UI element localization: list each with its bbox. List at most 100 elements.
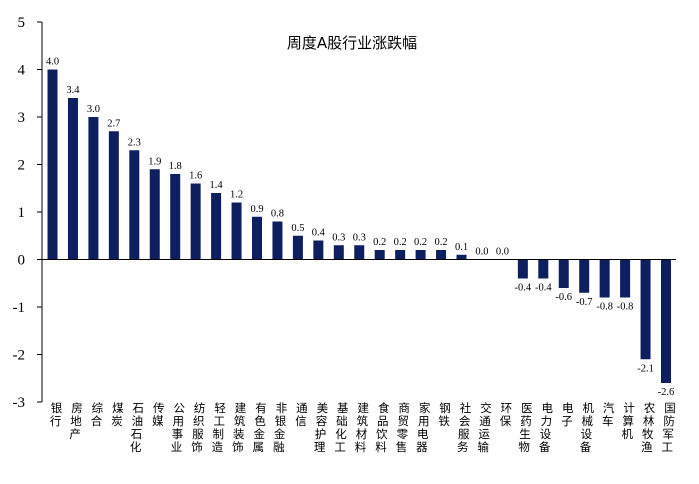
data-label: -0.4 — [515, 283, 532, 294]
bar — [231, 202, 242, 260]
bar — [661, 259, 671, 383]
bar — [313, 240, 324, 260]
category-label: 石油石化 — [130, 401, 144, 454]
category-label: 国防军工 — [662, 401, 676, 454]
data-label: 0.2 — [414, 237, 427, 248]
bar — [292, 235, 303, 260]
data-label: 0.3 — [353, 232, 366, 243]
category-label: 商贸零售 — [396, 401, 410, 454]
data-labels: 4.0 3.4 3.0 2.7 2.3 1.9 1.8 1.6 1.4 1.2 0.9 0.8 0.5 0… — [46, 57, 674, 399]
category-label: 房地产 — [69, 401, 82, 441]
category-label: 建筑材料 — [355, 401, 370, 454]
data-label: 0.4 — [312, 228, 326, 239]
bar — [620, 259, 631, 298]
category-label: 公用事业 — [171, 401, 186, 454]
data-label: 1.4 — [210, 180, 224, 191]
category-label: 汽车 — [602, 401, 615, 428]
y-tick-label: 5 — [18, 15, 26, 31]
y-tick-label: 1 — [18, 205, 26, 221]
bar — [252, 216, 262, 260]
data-label: 2.3 — [128, 137, 141, 148]
data-label: 0.2 — [394, 237, 407, 248]
data-label: -0.7 — [576, 297, 593, 308]
category-label: 传媒 — [152, 401, 164, 428]
category-labels: 银行房地产综合煤炭石油石化传媒公用事业纺织服饰轻工制造建筑装饰有色金属非银金融通… — [50, 401, 676, 454]
data-label: -2.1 — [637, 363, 654, 374]
y-tick-label: 2 — [18, 158, 26, 174]
bar — [211, 193, 222, 260]
data-label: 0.3 — [332, 232, 345, 243]
category-label: 交通运输 — [478, 401, 493, 454]
data-label: -0.6 — [555, 292, 572, 303]
data-label: 0.2 — [434, 237, 447, 248]
category-label: 非银金融 — [273, 401, 288, 454]
bar — [129, 150, 140, 260]
bar — [170, 174, 181, 260]
y-tick-label: -3 — [13, 395, 26, 411]
category-label: 综合 — [91, 401, 104, 428]
category-label: 建筑装饰 — [232, 401, 247, 454]
data-label: 0.1 — [455, 242, 468, 253]
category-label: 轻工制造 — [212, 401, 226, 454]
y-tick-label: -2 — [13, 348, 26, 364]
category-label: 社会服务 — [457, 401, 472, 454]
data-label: 0.9 — [250, 204, 263, 215]
data-label: 3.4 — [66, 85, 80, 96]
data-label: 4.0 — [46, 57, 59, 68]
category-label: 食品饮料 — [375, 401, 390, 454]
data-label: -0.8 — [596, 302, 613, 313]
category-label: 银行 — [50, 401, 63, 428]
bar — [558, 259, 569, 288]
category-label: 环保 — [500, 401, 512, 428]
bar — [272, 221, 283, 260]
data-label: -0.4 — [535, 283, 552, 294]
bar — [579, 259, 590, 293]
y-tick-label: 3 — [18, 110, 26, 126]
bar — [395, 250, 406, 260]
data-label: 0.2 — [373, 237, 386, 248]
y-tick-label: 4 — [18, 63, 26, 79]
category-label: 钢铁 — [438, 401, 450, 428]
data-label: 1.2 — [230, 190, 243, 201]
category-label: 电力设备 — [539, 401, 554, 454]
bar — [67, 98, 78, 260]
data-label: 1.8 — [169, 161, 182, 172]
y-tick-label: 0 — [18, 253, 26, 269]
bar — [47, 69, 58, 260]
bar — [456, 254, 467, 260]
category-label: 美容护理 — [314, 401, 329, 454]
data-label: 3.0 — [87, 104, 100, 115]
data-label: 1.6 — [189, 171, 202, 182]
data-label: 0.8 — [271, 209, 284, 220]
bar — [640, 259, 651, 360]
category-label: 电子 — [561, 401, 574, 428]
category-label: 机械设备 — [580, 401, 595, 454]
data-label: -0.8 — [617, 302, 634, 313]
bar-series — [47, 69, 671, 383]
data-label: -2.6 — [658, 387, 675, 398]
data-label: 0.0 — [475, 247, 488, 258]
category-label: 纺织服饰 — [191, 401, 205, 454]
bar — [108, 131, 119, 260]
y-axis: 5 4 3 2 1 0 -1 -2 -3 — [13, 15, 43, 411]
bar — [333, 245, 344, 260]
bar — [88, 117, 99, 260]
bar — [538, 259, 549, 279]
bar — [599, 259, 610, 298]
category-label: 通信 — [295, 401, 308, 428]
bar — [436, 250, 447, 260]
category-label: 农林牧渔 — [641, 401, 656, 454]
bar — [190, 183, 201, 260]
bar — [415, 250, 426, 260]
data-label: 0.5 — [291, 223, 304, 234]
chart-title: 周度A股行业涨跌幅 — [287, 34, 417, 52]
category-label: 计算机 — [622, 401, 636, 441]
data-label: 2.7 — [107, 118, 120, 129]
category-label: 煤炭 — [111, 401, 124, 428]
data-label: 0.0 — [496, 247, 509, 258]
category-label: 家用电器 — [416, 401, 431, 454]
category-label: 有色金属 — [253, 401, 267, 454]
category-label: 基础化工 — [334, 401, 349, 454]
category-label: 医药生物 — [518, 401, 532, 454]
y-tick-label: -1 — [13, 300, 26, 316]
